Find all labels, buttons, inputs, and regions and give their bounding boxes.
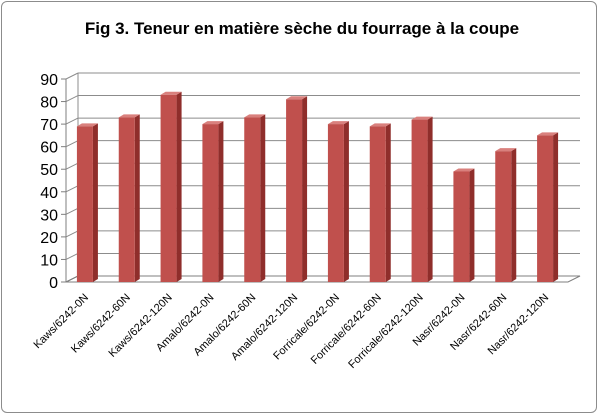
bar-side [469,168,475,282]
bar-side [260,114,266,282]
bar [327,121,349,282]
bar-side [427,116,433,282]
chart-title: Fig 3. Teneur en matière sèche du fourra… [85,19,519,38]
bar-front [160,94,177,283]
bar-top [286,96,308,100]
bar [118,114,140,282]
bar-side [511,148,517,282]
bar-top [327,121,349,125]
bar-front [495,151,512,282]
bar-top [202,121,224,125]
bar-front [537,135,554,282]
gridline-depth [65,230,79,238]
bar-front [202,124,219,282]
bar-front [286,99,303,282]
y-tick-label: 0 [49,275,58,292]
y-tick-label: 90 [40,72,58,89]
y-tick-label: 40 [40,185,58,202]
bar [453,168,475,282]
bar-top [495,148,517,152]
bar-top [537,132,559,136]
bar-top [76,123,98,127]
bar [160,91,182,283]
gridline-depth [65,252,79,260]
bar-front [453,171,470,282]
x-tick-label: Forricale/6242-120N [346,292,425,371]
y-tick-label: 60 [40,140,58,157]
y-tick-label: 80 [40,95,58,112]
bar-front [411,119,428,282]
y-tick-label: 70 [40,117,58,134]
bar-top [118,114,140,118]
gridline-depth [65,95,79,103]
bar-top [411,116,433,120]
bar-front [327,124,344,282]
bar-side [218,121,224,282]
bar-side [92,123,98,282]
bar [495,148,517,282]
bar [202,121,224,282]
y-tick-label: 10 [40,252,58,269]
bar-top [160,91,182,95]
bar [411,116,433,282]
bar-side [553,132,559,282]
bar-side [302,96,308,282]
bar-side [176,91,182,283]
x-tick-label: Forricale/6242-60N [309,292,384,367]
bar [537,132,559,282]
gridline-depth [65,140,79,148]
gridline-depth [65,117,79,125]
bar-top [453,168,475,172]
y-tick-labels: 0 10 20 30 40 50 60 70 80 90 [40,72,58,292]
bar-side [343,121,349,282]
bar-side [134,114,140,282]
bars [76,91,559,283]
bar-front [369,126,386,282]
bar-front [118,117,135,282]
bar-front [244,117,261,282]
bar-top [244,114,266,118]
x-tick-labels: Kaws/6242-0NKaws/6242-60NKaws/6242-120NA… [32,292,552,371]
gridline-depth [65,72,79,80]
floor [65,275,581,283]
gridline-depth [65,185,79,193]
y-tick-label: 30 [40,207,58,224]
bar [369,123,391,282]
y-tick-label: 20 [40,230,58,247]
bar-side [385,123,391,282]
bar-front [76,126,93,282]
gridline-depth [65,162,79,170]
bar [244,114,266,282]
bar-top [369,123,391,127]
y-tick-label: 50 [40,162,58,179]
bar [76,123,98,282]
gridline-depth [65,207,79,215]
bar [286,96,308,282]
